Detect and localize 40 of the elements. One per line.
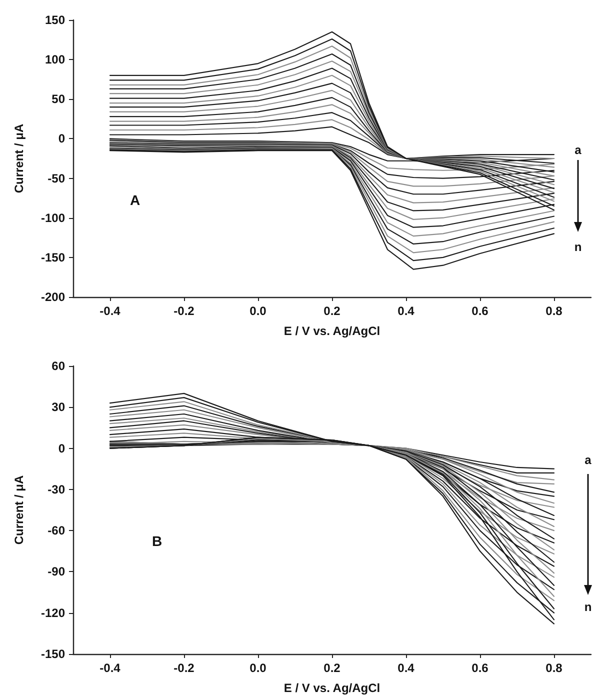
annotation: A	[130, 192, 140, 208]
y-tick-label: -150	[40, 647, 66, 661]
annotation: B	[152, 533, 162, 549]
x-tick-label: 0.6	[472, 304, 489, 318]
y-tick-label: 0	[58, 132, 66, 146]
y-tick-label: -90	[48, 564, 66, 579]
x-tick-label: -0.4	[100, 304, 121, 318]
x-tick-label: -0.2	[174, 304, 195, 318]
x-tick-label: -0.4	[100, 661, 121, 675]
x-tick-label: 0.6	[472, 661, 489, 675]
y-tick-label: 30	[52, 400, 66, 414]
annotation: n	[584, 600, 592, 614]
y-tick-label: 0	[58, 441, 66, 456]
x-tick-label: 0.4	[398, 661, 415, 675]
x-tick-label: 0.0	[250, 304, 267, 318]
y-tick-label: 150	[44, 13, 66, 27]
y-tick-label: -50	[48, 171, 66, 186]
x-tick-label: 0.0	[250, 661, 267, 675]
y-tick-label: -100	[40, 210, 66, 225]
y-axis-title: Current / μA	[12, 475, 26, 545]
x-tick-label: 0.2	[324, 304, 341, 318]
y-tick-label: 50	[52, 92, 66, 106]
x-tick-label: 0.4	[398, 304, 415, 318]
x-tick-label: -0.2	[174, 661, 195, 675]
y-tick-label: 100	[44, 52, 66, 67]
y-tick-label: -120	[40, 606, 66, 620]
x-axis-title: E / V vs. Ag/AgCl	[284, 681, 380, 695]
y-tick-label: -30	[48, 482, 66, 496]
y-tick-label: -150	[40, 250, 66, 264]
annotation: a	[574, 143, 582, 157]
x-tick-label: 0.8	[546, 661, 563, 675]
x-tick-label: 0.2	[324, 661, 341, 675]
y-axis-title: Current / μA	[12, 124, 26, 194]
y-tick-label: -200	[40, 290, 66, 304]
annotation: n	[574, 240, 582, 254]
annotation: a	[584, 453, 592, 467]
x-axis-title: E / V vs. Ag/AgCl	[284, 324, 380, 338]
y-tick-label: 60	[52, 359, 66, 373]
x-tick-label: 0.8	[546, 304, 563, 318]
y-tick-label: -60	[48, 524, 66, 538]
